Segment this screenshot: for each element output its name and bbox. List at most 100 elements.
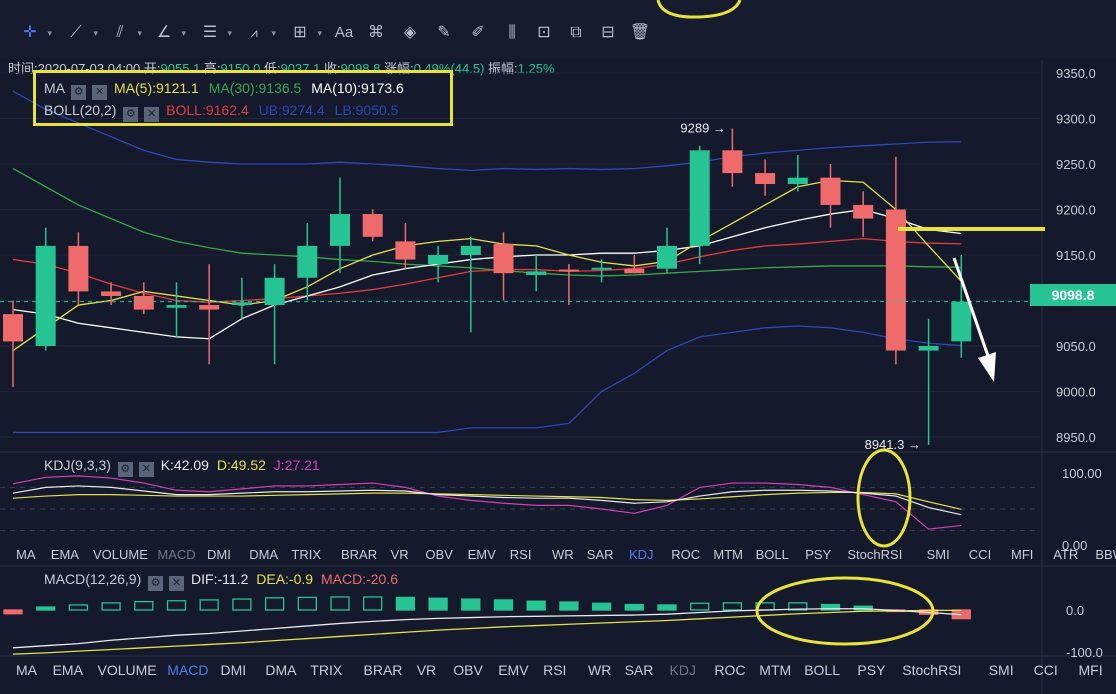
tab-brar[interactable]: BRAR: [341, 547, 378, 562]
gear-icon[interactable]: ⚙: [71, 85, 87, 100]
macd-histogram-bar: [363, 596, 383, 611]
settings-icon[interactable]: ⊟: [601, 24, 615, 41]
tab-ma[interactable]: MA: [16, 662, 37, 678]
tab-mfi[interactable]: MFI: [1011, 547, 1034, 562]
tab-mtm[interactable]: MTM: [713, 547, 743, 562]
gear-icon[interactable]: ⚙: [117, 462, 133, 477]
gear-icon[interactable]: ⚙: [123, 107, 139, 122]
wave-icon[interactable]: ⩘ ▾: [250, 25, 276, 40]
close-icon[interactable]: ✕: [138, 462, 154, 477]
tab-brar[interactable]: BRAR: [363, 662, 403, 678]
tab-ema[interactable]: EMA: [52, 662, 83, 678]
tab-ma[interactable]: MA: [16, 547, 36, 562]
close-icon[interactable]: ✕: [144, 107, 160, 122]
trendline-icon[interactable]: ⟋ ▾: [70, 24, 98, 41]
tab-psy[interactable]: PSY: [805, 547, 832, 562]
macd-histogram-bar: [264, 597, 285, 611]
close-icon[interactable]: ✕: [92, 85, 108, 100]
tab-emv[interactable]: EMV: [467, 547, 496, 562]
boll-mid-line: [12, 237, 962, 303]
price-axis-label: 9200.0: [1056, 203, 1096, 218]
tab-boll[interactable]: BOLL: [804, 662, 840, 678]
macd-histogram-bar: [591, 602, 612, 611]
boll-lower-band: [13, 325, 962, 434]
tab-boll[interactable]: BOLL: [755, 547, 789, 562]
gear-icon[interactable]: ⚙: [148, 576, 164, 591]
tab-vr[interactable]: VR: [390, 547, 409, 562]
kdj-name: KDJ(9,3,3): [44, 457, 111, 473]
tab-volume[interactable]: VOLUME: [93, 547, 148, 562]
text-icon[interactable]: Aa: [334, 24, 354, 41]
macd-histogram-bar: [166, 600, 187, 611]
kdj-k-value: K:42.09: [160, 457, 209, 473]
tab-ema[interactable]: EMA: [50, 547, 79, 562]
tab-obv[interactable]: OBV: [425, 547, 453, 562]
tab-kdj[interactable]: KDJ: [629, 547, 654, 562]
tab-macd[interactable]: MACD: [157, 547, 196, 562]
tab-obv[interactable]: OBV: [453, 662, 483, 678]
tab-cci[interactable]: CCI: [1033, 662, 1058, 678]
tab-cci[interactable]: CCI: [968, 547, 992, 562]
tab-smi[interactable]: SMI: [988, 662, 1014, 678]
price-axis-label: 9000.0: [1056, 385, 1096, 400]
tab-emv[interactable]: EMV: [498, 662, 529, 678]
brush-icon[interactable]: ✎: [437, 24, 451, 41]
macd-histogram-bar: [3, 609, 23, 615]
crosshair-icon[interactable]: ✛ ▾: [23, 24, 52, 41]
candle-body: [460, 245, 481, 255]
tab-dmi[interactable]: DMI: [207, 547, 231, 562]
candle-body: [264, 277, 285, 306]
ruler-icon[interactable]: ⫼: [508, 24, 516, 41]
shapes-icon[interactable]: ◈: [403, 24, 417, 41]
tab-vr[interactable]: VR: [416, 662, 437, 678]
ma30-value: MA(30):9136.5: [208, 80, 302, 96]
price-axis-label: 9300.0: [1056, 112, 1096, 127]
tab-rsi[interactable]: RSI: [509, 547, 532, 562]
tab-psy[interactable]: PSY: [857, 662, 886, 678]
pattern-icon[interactable]: ⌘: [368, 24, 384, 41]
tab-wr[interactable]: WR: [552, 547, 574, 562]
delete-icon[interactable]: 🗑: [629, 24, 651, 41]
channel-icon[interactable]: ⫽ ▾: [116, 24, 142, 41]
tab-mtm[interactable]: MTM: [759, 662, 792, 678]
tab-atr[interactable]: ATR: [1053, 547, 1079, 562]
tab-roc[interactable]: ROC: [671, 547, 701, 562]
tab-macd[interactable]: MACD: [167, 662, 209, 678]
macd-histogram-bar: [493, 599, 514, 611]
tab-dma[interactable]: DMA: [249, 547, 279, 562]
tab-roc[interactable]: ROC: [714, 662, 746, 678]
indicator-tabs-lower: MA EMA VOLUME MACD DMI DMA TRIX BRAR VR OBV EMV RSI…: [0, 662, 1116, 682]
macd-dif-line: [12, 608, 962, 649]
measure-icon[interactable]: ⊞ ▾: [293, 24, 322, 41]
tab-sar[interactable]: SAR: [624, 662, 654, 678]
tab-dmi[interactable]: DMI: [220, 662, 247, 678]
macd-histogram-bar: [395, 596, 416, 611]
tab-sar[interactable]: SAR: [586, 547, 614, 562]
macd-histogram-bar: [134, 600, 154, 611]
candle-body: [722, 150, 743, 174]
high-annotation: 9289 →: [680, 121, 726, 136]
tab-rsi[interactable]: RSI: [543, 662, 567, 678]
tab-mfi[interactable]: MFI: [1078, 662, 1103, 678]
ruler-icon[interactable]: ✐: [471, 24, 485, 41]
tab-trix[interactable]: TRIX: [310, 662, 343, 678]
tab-stochrsi[interactable]: StochRSI: [847, 547, 903, 562]
macd-histogram-bar: [199, 599, 219, 611]
angle-icon[interactable]: ∠ ▾: [156, 24, 186, 41]
tab-dma[interactable]: DMA: [265, 662, 297, 678]
kdj-axis-label: 100.00: [1062, 466, 1102, 481]
candle-body: [493, 244, 514, 274]
tab-volume[interactable]: VOLUME: [97, 662, 157, 678]
tab-wr[interactable]: WR: [588, 662, 612, 678]
tab-trix[interactable]: TRIX: [291, 547, 322, 562]
tab-bbw[interactable]: BBW: [1095, 547, 1116, 562]
ma10-line: [12, 208, 962, 340]
lock-icon[interactable]: ⊡: [537, 24, 551, 41]
copy-icon[interactable]: ⧉: [570, 24, 582, 41]
tab-kdj[interactable]: KDJ: [669, 662, 696, 678]
close-icon[interactable]: ✕: [169, 576, 185, 591]
tab-smi[interactable]: SMI: [926, 547, 950, 562]
fib-icon[interactable]: ☰ ▾: [202, 24, 232, 41]
tab-stochrsi[interactable]: StochRSI: [902, 662, 962, 678]
